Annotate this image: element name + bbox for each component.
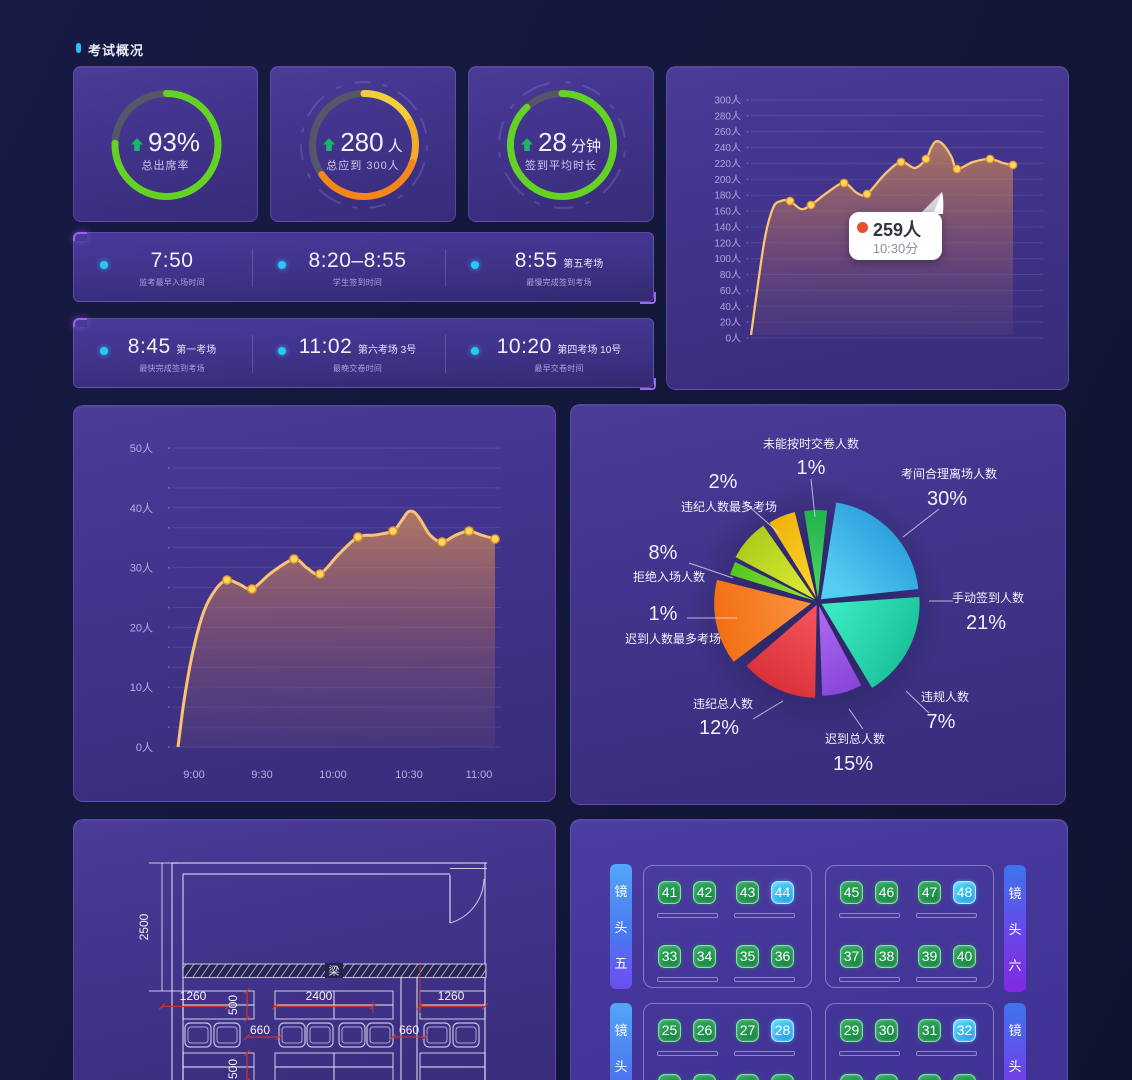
svg-text:500: 500 — [226, 995, 240, 1015]
svg-text:30%: 30% — [927, 488, 967, 510]
svg-text:考间合理离场人数: 考间合理离场人数 — [901, 466, 997, 481]
svg-text:12%: 12% — [699, 717, 739, 739]
svg-text:40人: 40人 — [720, 301, 741, 313]
svg-text:240人: 240人 — [714, 142, 741, 154]
svg-text:80人: 80人 — [720, 269, 741, 281]
svg-text:手动签到人数: 手动签到人数 — [952, 590, 1024, 605]
svg-text:2500: 2500 — [137, 913, 151, 940]
svg-text:200人: 200人 — [714, 174, 741, 186]
svg-text:10人: 10人 — [130, 681, 153, 694]
svg-text:220人: 220人 — [714, 158, 741, 170]
svg-text:9:00: 9:00 — [183, 769, 204, 781]
svg-text:660: 660 — [399, 1023, 419, 1037]
svg-text:21%: 21% — [966, 612, 1006, 634]
svg-text:迟到人数最多考场: 迟到人数最多考场 — [625, 631, 721, 646]
svg-text:违纪人数最多考场: 违纪人数最多考场 — [681, 499, 777, 514]
svg-text:10:30: 10:30 — [395, 769, 423, 781]
svg-text:1%: 1% — [797, 457, 826, 479]
svg-text:拒绝入场人数: 拒绝入场人数 — [633, 569, 705, 584]
svg-text:15%: 15% — [833, 753, 873, 775]
svg-text:0人: 0人 — [725, 333, 741, 345]
svg-text:梁: 梁 — [329, 964, 340, 978]
svg-text:120人: 120人 — [714, 237, 741, 249]
svg-text:100人: 100人 — [714, 253, 741, 265]
svg-text:140人: 140人 — [714, 221, 741, 233]
svg-text:660: 660 — [250, 1023, 270, 1037]
svg-text:260人: 260人 — [714, 126, 741, 138]
svg-text:1260: 1260 — [180, 989, 207, 1003]
svg-text:7%: 7% — [927, 711, 956, 733]
svg-text:20人: 20人 — [130, 621, 153, 634]
svg-text:违规人数: 违规人数 — [921, 689, 969, 704]
svg-text:8%: 8% — [649, 542, 678, 564]
svg-text:280人: 280人 — [714, 110, 741, 122]
svg-text:1%: 1% — [649, 603, 678, 625]
svg-text:160人: 160人 — [714, 206, 741, 218]
svg-text:2%: 2% — [709, 471, 738, 493]
svg-text:未能按时交卷人数: 未能按时交卷人数 — [763, 436, 859, 451]
svg-text:40人: 40人 — [130, 502, 153, 515]
svg-text:300人: 300人 — [714, 95, 741, 107]
svg-text:违纪总人数: 违纪总人数 — [693, 696, 753, 711]
svg-text:30人: 30人 — [130, 562, 153, 575]
svg-text:11:00: 11:00 — [466, 769, 493, 781]
svg-text:0人: 0人 — [136, 741, 153, 754]
svg-text:迟到总人数: 迟到总人数 — [825, 731, 885, 746]
svg-text:9:30: 9:30 — [251, 769, 272, 781]
svg-text:20人: 20人 — [720, 317, 741, 329]
svg-text:60人: 60人 — [720, 285, 741, 297]
svg-text:1260: 1260 — [438, 989, 465, 1003]
svg-text:10:00: 10:00 — [319, 769, 347, 781]
svg-text:50人: 50人 — [130, 442, 153, 455]
svg-text:500: 500 — [226, 1059, 240, 1079]
svg-text:180人: 180人 — [714, 190, 741, 202]
svg-text:2400: 2400 — [306, 989, 333, 1003]
